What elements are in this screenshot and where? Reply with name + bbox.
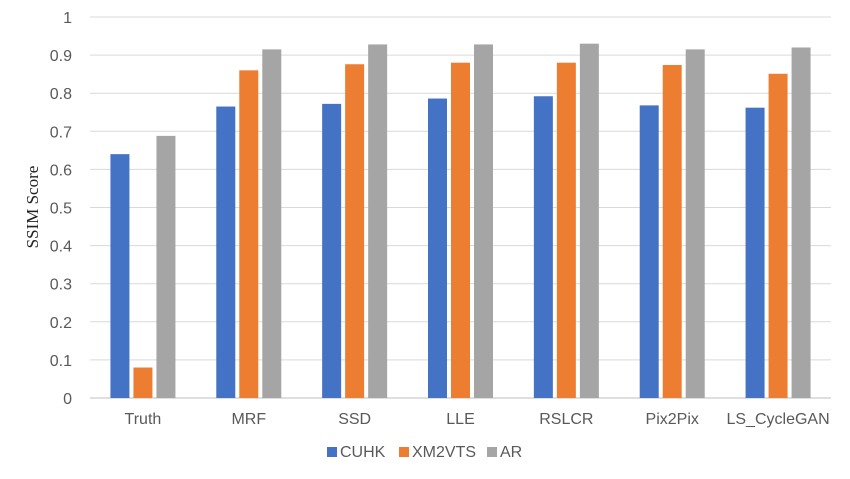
bar-xm2vts-pix2pix (662, 65, 682, 399)
y-tick-label: 0.6 (50, 162, 72, 179)
bar-cuhk-ssd (322, 103, 342, 399)
bar-cuhk-pix2pix (639, 105, 659, 398)
x-axis-ticks: Truth MRF SSD LLE RSLCR Pix2Pix LS_CycleGAN (125, 411, 830, 428)
legend-label-ar: AR (500, 444, 522, 461)
legend-swatch-cuhk (327, 447, 337, 457)
x-tick-label: RSLCR (539, 411, 593, 428)
x-tick-label: LS_CycleGAN (726, 411, 829, 428)
legend-swatch-ar (487, 447, 497, 457)
y-tick-label: 1 (63, 10, 72, 27)
bar-xm2vts-lle (451, 62, 470, 398)
bar-ar-lle (474, 44, 493, 398)
bar-cuhk-ls_cyclegan (745, 107, 765, 398)
y-tick-label: 0.5 (50, 201, 72, 218)
bar-ar-ls_cyclegan (791, 47, 811, 398)
y-tick-label: 0.9 (50, 48, 72, 65)
y-axis-ticks: 0 0.1 0.2 0.3 0.4 0.5 0.6 0.7 0.8 0.9 1 (50, 10, 72, 408)
y-tick-label: 0.7 (50, 124, 72, 141)
bar-xm2vts-rslcr (556, 62, 576, 398)
y-axis-label: SSIM Score (23, 166, 42, 249)
bar-xm2vts-mrf (239, 70, 259, 398)
y-tick-label: 0.8 (50, 86, 72, 103)
legend: CUHK XM2VTS AR (327, 444, 522, 461)
bars (110, 43, 811, 399)
x-tick-label: LLE (446, 411, 474, 428)
bar-cuhk-mrf (216, 106, 236, 398)
bar-cuhk-rslcr (533, 96, 553, 399)
bar-xm2vts-truth (133, 367, 153, 398)
legend-label-cuhk: CUHK (340, 444, 386, 461)
bar-cuhk-truth (110, 154, 130, 398)
bar-xm2vts-ls_cyclegan (768, 73, 788, 399)
bar-xm2vts-ssd (345, 64, 365, 398)
bar-ar-truth (156, 135, 176, 398)
bar-ar-ssd (368, 44, 388, 398)
x-tick-label: Truth (125, 411, 162, 428)
bar-ar-mrf (262, 49, 282, 398)
y-tick-label: 0.3 (50, 277, 72, 294)
y-tick-label: 0.4 (50, 239, 72, 256)
x-tick-label: SSD (338, 411, 371, 428)
x-tick-label: MRF (231, 411, 266, 428)
bar-cuhk-lle (428, 98, 447, 398)
y-tick-label: 0.1 (50, 353, 72, 370)
legend-label-xm2vts: XM2VTS (412, 444, 476, 461)
legend-swatch-xm2vts (399, 447, 409, 457)
x-tick-label: Pix2Pix (646, 411, 699, 428)
bar-ar-rslcr (579, 43, 599, 399)
y-tick-label: 0 (63, 391, 72, 408)
bar-ar-pix2pix (685, 49, 705, 398)
y-tick-label: 0.2 (50, 315, 72, 332)
